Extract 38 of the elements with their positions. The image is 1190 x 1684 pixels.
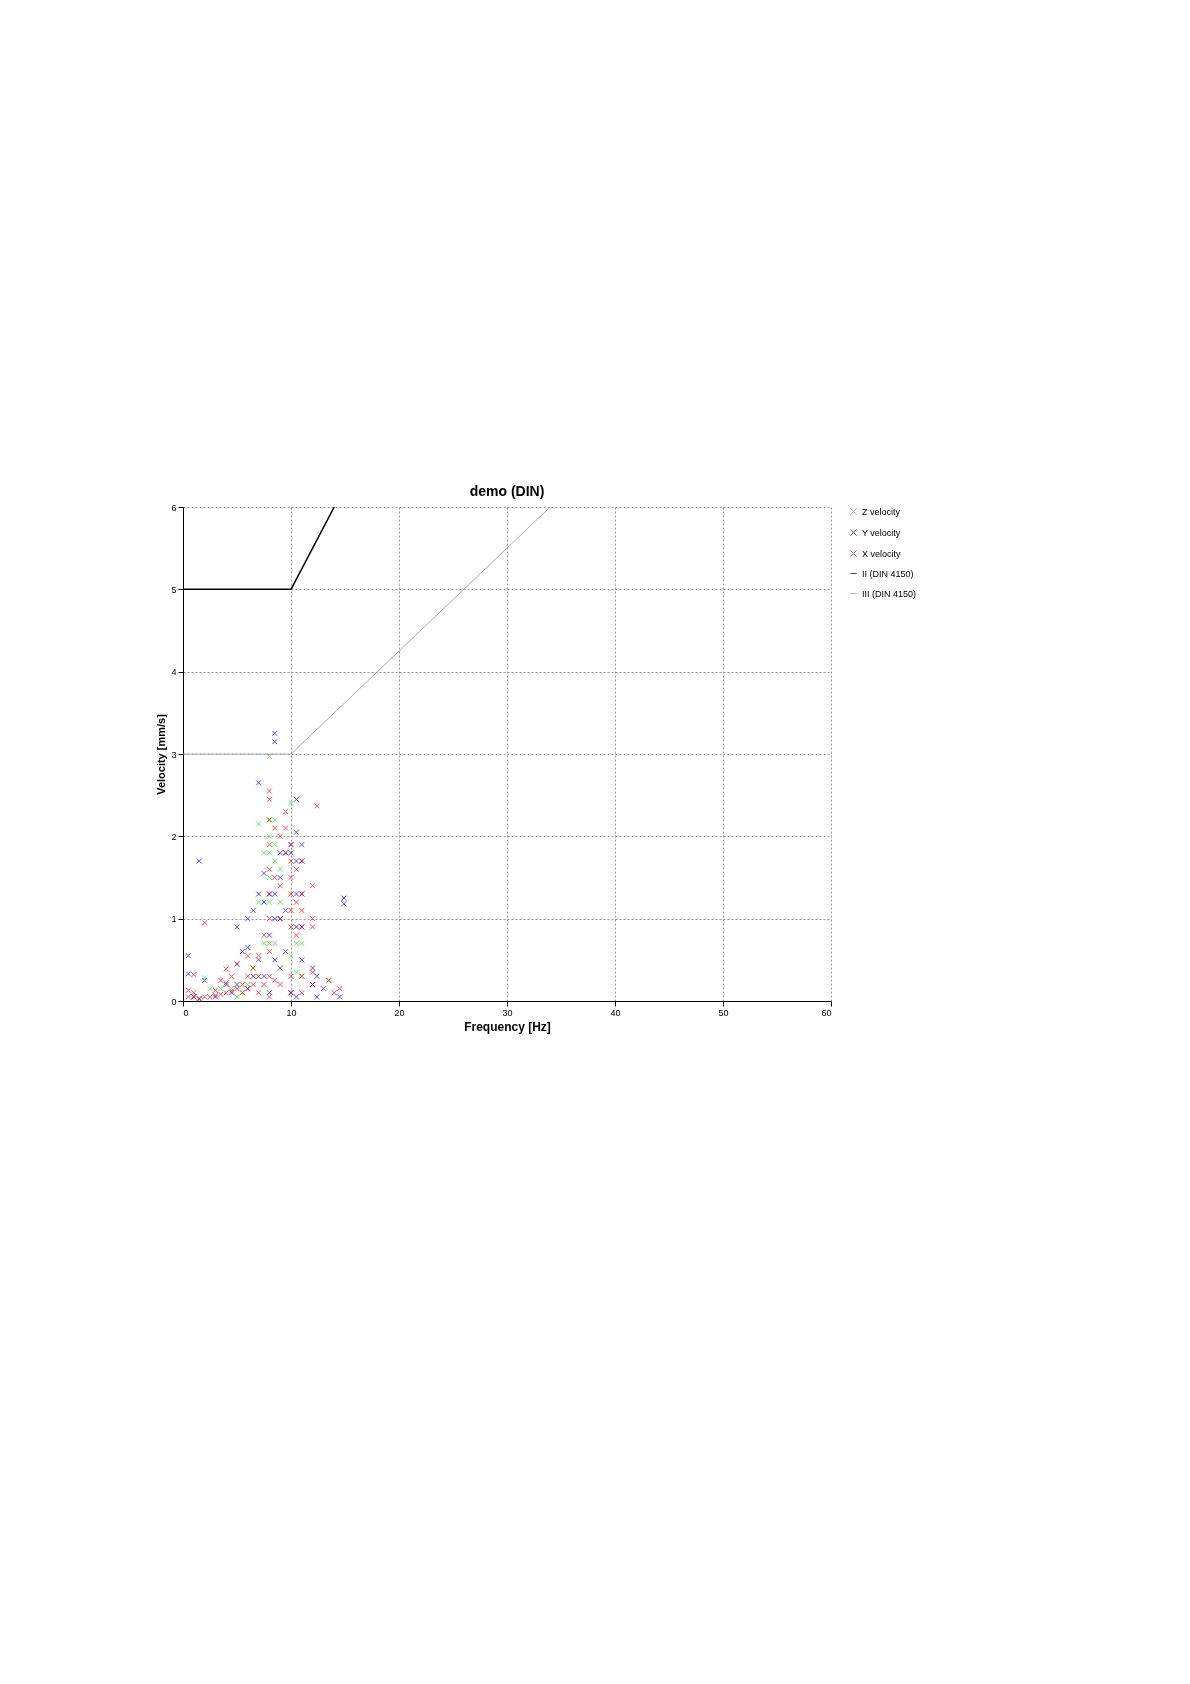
y-tick-label: 4 [171, 667, 177, 678]
x-tick-label: 30 [502, 1007, 513, 1018]
point [277, 899, 284, 906]
legend-label: X velocity [862, 548, 902, 559]
y-axis-title: Velocity [mm/s] [155, 713, 168, 795]
chart-title: demo (DIN) [469, 483, 545, 499]
point [255, 820, 262, 827]
y-tick-label: 6 [171, 502, 177, 513]
point [277, 866, 284, 873]
x-tick-label: 50 [718, 1007, 729, 1018]
point [217, 985, 224, 992]
point [271, 841, 278, 848]
y-tick-label: 0 [171, 996, 177, 1007]
y-tick-label: 1 [171, 914, 177, 925]
y-tick-label: 3 [171, 749, 177, 760]
point [207, 985, 213, 992]
x-tick-label: 0 [183, 1007, 189, 1018]
legend-label: III (DIN 4150) [862, 588, 917, 599]
point [266, 899, 273, 906]
x-tick-label: 60 [821, 1007, 832, 1018]
x-tick-label: 10 [286, 1007, 297, 1018]
point [266, 833, 273, 840]
y-tick-label: 5 [171, 584, 177, 595]
legend-label: Y velocity [862, 527, 901, 538]
point [266, 874, 273, 881]
x-tick-label: 40 [610, 1007, 621, 1018]
x-tick-label: 20 [394, 1007, 405, 1018]
x-axis-title: Frequency [Hz] [464, 1019, 551, 1034]
point [234, 993, 240, 1000]
point [293, 969, 300, 976]
point [244, 981, 251, 988]
legend-label: Z velocity [862, 506, 901, 517]
point [255, 899, 262, 906]
point [288, 952, 294, 959]
legend-label: II (DIN 4150) [862, 568, 914, 579]
y-tick-label: 2 [171, 831, 177, 842]
point [271, 858, 278, 865]
point [288, 800, 294, 807]
